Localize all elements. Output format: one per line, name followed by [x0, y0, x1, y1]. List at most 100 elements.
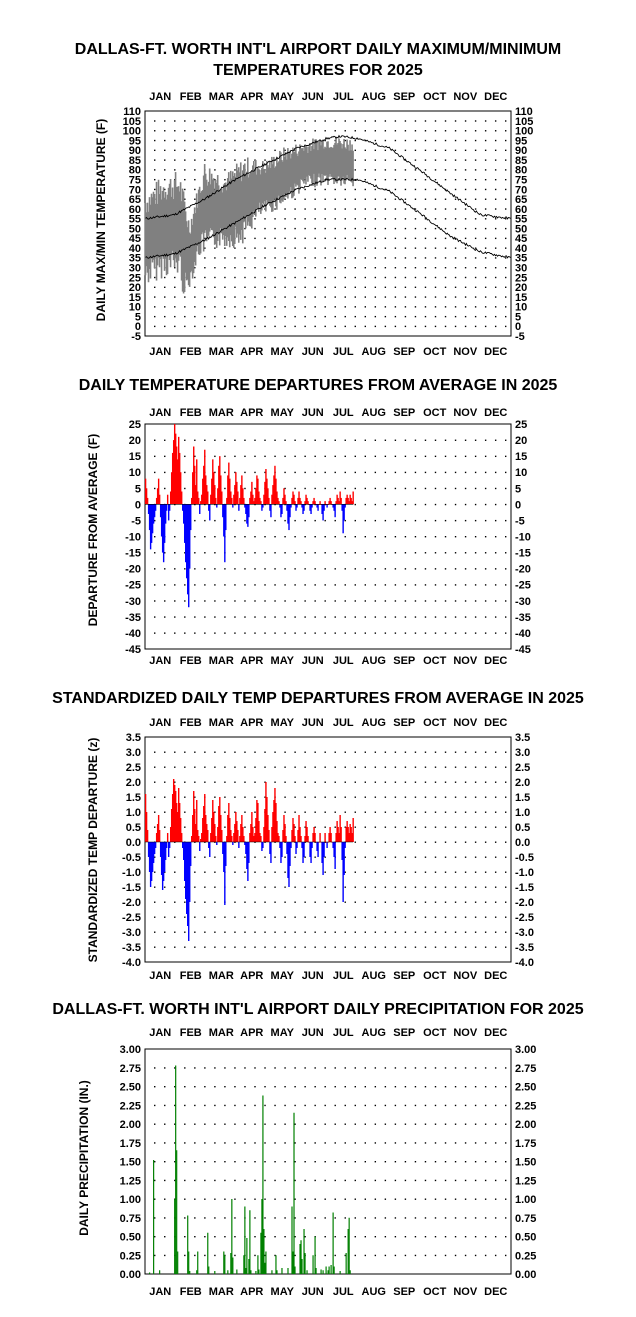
grid-dot — [384, 1254, 387, 1257]
grid-dot — [334, 886, 336, 888]
grid-dot — [434, 247, 437, 249]
grid-dot — [194, 796, 196, 798]
grid-dot — [384, 247, 387, 249]
grid-dot — [274, 218, 276, 220]
grid-dot — [284, 632, 286, 634]
grid-dot — [394, 169, 397, 171]
grid-dot — [154, 536, 156, 538]
grid-dot — [374, 1067, 377, 1069]
positive-departure-bar — [268, 830, 270, 842]
grid-dot — [384, 1142, 387, 1144]
grid-dot — [264, 1123, 266, 1125]
grid-dot — [184, 931, 186, 933]
grid-dot — [294, 120, 296, 122]
grid-dot — [164, 931, 166, 933]
grid-dot — [444, 198, 447, 200]
grid-dot — [234, 1179, 236, 1182]
grid-dot — [254, 120, 256, 122]
grid-dot — [224, 276, 226, 279]
grid-dot — [334, 1198, 336, 1200]
grid-dot — [194, 781, 196, 783]
grid-dot — [434, 568, 437, 570]
grid-dot — [314, 1086, 316, 1088]
grid-dot — [374, 276, 377, 279]
grid-dot — [324, 568, 326, 570]
grid-dot — [484, 568, 487, 570]
negative-departure-bar — [245, 504, 247, 514]
grid-dot — [464, 130, 467, 132]
grid-dot — [254, 1104, 256, 1107]
grid-dot — [314, 901, 316, 903]
positive-departure-bar — [205, 815, 207, 842]
positive-departure-bar — [272, 485, 274, 505]
positive-departure-bar — [195, 824, 197, 842]
grid-dot — [224, 796, 226, 798]
grid-dot — [164, 901, 166, 903]
grid-dot — [254, 267, 256, 269]
grid-dot — [444, 188, 447, 191]
grid-dot — [244, 257, 246, 259]
y-tick-label-right: 60 — [515, 204, 527, 216]
positive-departure-bar — [284, 824, 286, 842]
grid-dot — [484, 159, 487, 161]
grid-dot — [304, 198, 306, 200]
grid-dot — [164, 946, 166, 948]
grid-dot — [364, 796, 367, 798]
grid-dot — [314, 286, 316, 288]
grid-dot — [294, 796, 296, 798]
positive-departure-bar — [181, 491, 183, 505]
grid-dot — [484, 286, 487, 288]
grid-dot — [484, 1104, 487, 1107]
grid-dot — [414, 916, 417, 918]
positive-departure-bar — [233, 833, 235, 842]
grid-dot — [414, 315, 417, 318]
positive-departure-bar — [274, 788, 276, 842]
negative-departure-bar — [269, 504, 271, 511]
positive-departure-bar — [214, 824, 216, 842]
grid-dot — [434, 1123, 437, 1125]
y-tick-label-right: 10 — [515, 467, 527, 479]
grid-dot — [324, 856, 326, 858]
grid-dot — [194, 751, 196, 753]
negative-departure-bar — [333, 504, 335, 511]
grid-dot — [454, 237, 457, 240]
month-label-bottom: AUG — [362, 655, 386, 667]
grid-dot — [214, 519, 216, 522]
grid-dot — [264, 208, 266, 210]
grid-dot — [224, 931, 226, 933]
grid-dot — [184, 901, 186, 903]
grid-dot — [284, 766, 286, 768]
positive-departure-bar — [156, 824, 159, 842]
grid-dot — [364, 267, 367, 269]
grid-dot — [384, 296, 387, 298]
positive-departure-bar — [298, 491, 300, 505]
grid-dot — [194, 1217, 196, 1219]
grid-dot — [474, 169, 477, 171]
grid-dot — [424, 916, 427, 918]
grid-dot — [264, 325, 266, 328]
grid-dot — [174, 616, 176, 618]
grid-dot — [294, 286, 296, 288]
grid-dot — [504, 584, 507, 586]
grid-dot — [214, 159, 216, 161]
month-label-bottom: JUN — [302, 1286, 324, 1298]
grid-dot — [244, 946, 246, 948]
precip-bar — [187, 1215, 189, 1274]
positive-departure-bar — [241, 815, 243, 842]
grid-dot — [214, 751, 216, 753]
grid-dot — [414, 257, 417, 259]
negative-departure-bar — [190, 504, 192, 531]
negative-departure-bar — [190, 842, 192, 866]
grid-dot — [234, 751, 236, 753]
grid-dot — [494, 871, 497, 873]
grid-dot — [434, 325, 437, 328]
grid-dot — [164, 487, 166, 490]
grid-dot — [284, 519, 286, 522]
precip-bar — [236, 1269, 238, 1274]
grid-dot — [234, 1104, 236, 1107]
grid-dot — [494, 1086, 497, 1088]
y-tick-label-left: 20 — [129, 435, 141, 447]
grid-dot — [484, 600, 487, 602]
grid-dot — [494, 439, 497, 441]
grid-dot — [454, 503, 457, 506]
